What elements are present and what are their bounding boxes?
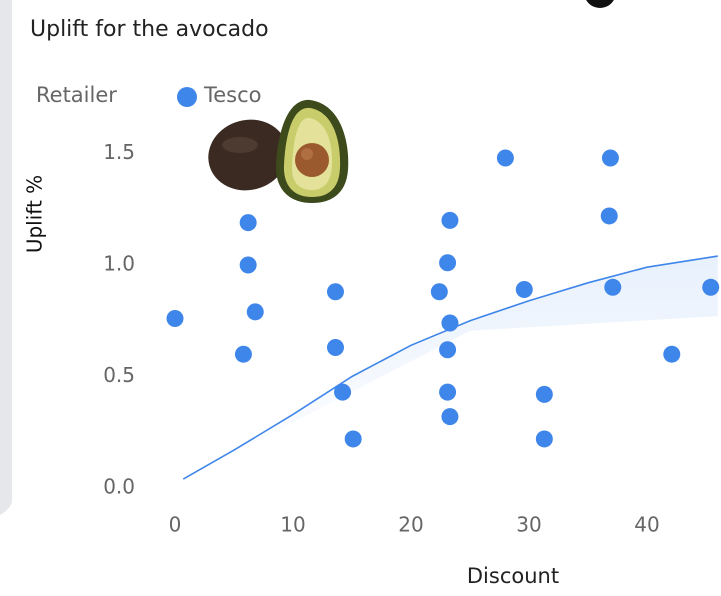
- chart-title: Uplift for the avocado: [30, 17, 269, 42]
- data-point: [246, 303, 264, 321]
- y-tick-label: 1.5: [103, 140, 135, 164]
- data-point: [234, 345, 252, 363]
- x-tick-label: 20: [398, 513, 423, 537]
- data-point: [326, 283, 344, 301]
- trend-line: [182, 255, 718, 480]
- legend-marker: [177, 87, 197, 107]
- data-point: [702, 278, 720, 296]
- x-tick-label: 30: [516, 513, 541, 537]
- y-tick-label: 1.0: [103, 252, 135, 276]
- y-tick-label: 0.0: [103, 475, 135, 499]
- data-point: [601, 149, 619, 167]
- data-point: [439, 341, 457, 359]
- x-tick-label: 0: [169, 513, 182, 537]
- y-tick-label: 0.5: [103, 363, 135, 387]
- data-point: [430, 283, 448, 301]
- data-point: [535, 385, 553, 403]
- corner-object: [586, 0, 614, 8]
- x-tick-label: 10: [280, 513, 305, 537]
- data-point: [600, 207, 618, 225]
- data-point: [441, 408, 459, 426]
- data-point: [663, 345, 681, 363]
- legend-title: Retailer: [36, 83, 117, 107]
- data-point: [441, 314, 459, 332]
- data-point: [326, 339, 344, 357]
- x-tick-label: 40: [634, 513, 659, 537]
- left-edge: [0, 0, 12, 515]
- data-point: [239, 256, 257, 274]
- data-point: [535, 430, 553, 448]
- data-point: [439, 383, 457, 401]
- data-point: [604, 278, 622, 296]
- data-point: [496, 149, 514, 167]
- trend-area: [183, 256, 718, 480]
- data-point: [515, 281, 533, 299]
- data-point: [439, 254, 457, 272]
- data-point: [166, 310, 184, 328]
- avocado-illustration: [208, 99, 349, 203]
- y-axis-label: Uplift %: [23, 175, 47, 253]
- data-point: [334, 383, 352, 401]
- legend-label: Tesco: [203, 83, 262, 107]
- x-axis-label: Discount: [467, 564, 559, 588]
- data-point: [239, 214, 257, 232]
- data-point: [441, 211, 459, 229]
- data-point: [344, 430, 362, 448]
